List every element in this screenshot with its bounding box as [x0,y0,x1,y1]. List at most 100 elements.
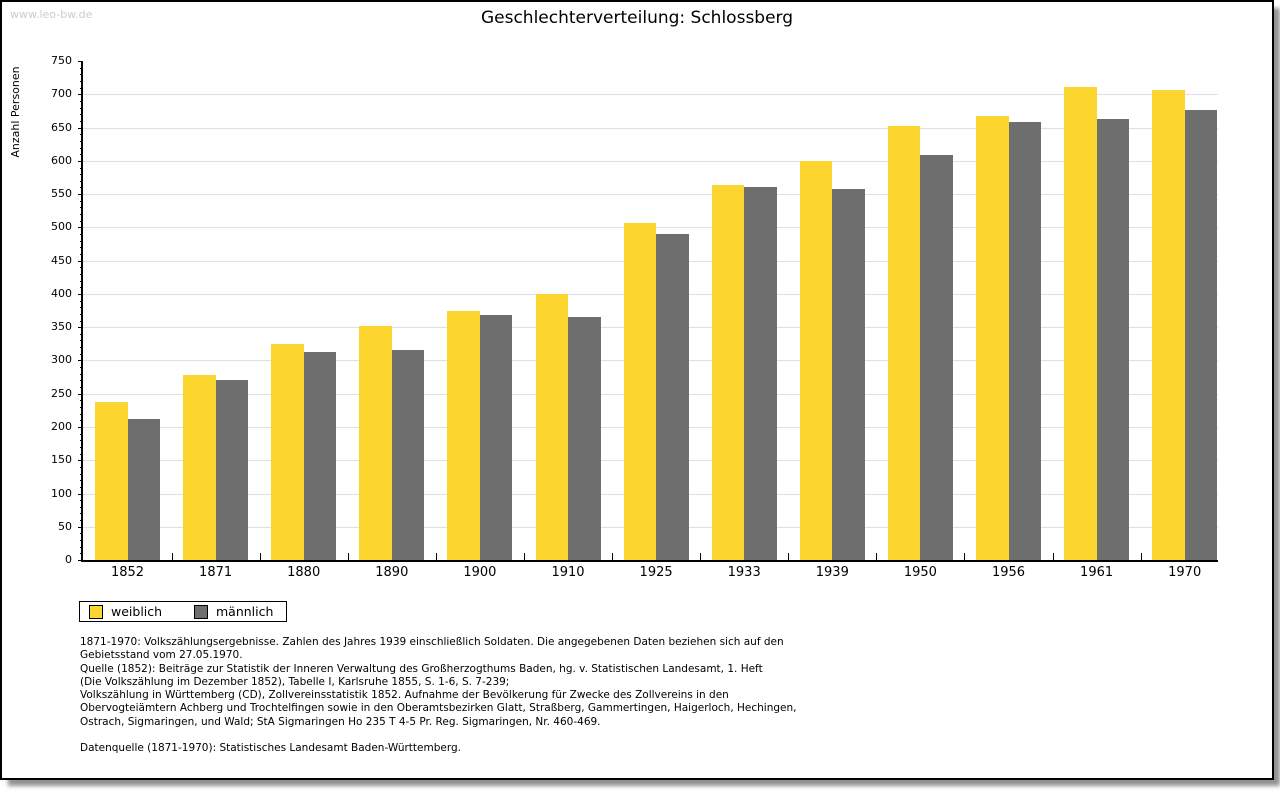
y-tick-250 [78,393,83,395]
y-tick-200 [78,426,83,428]
y-tick-label-200: 200 [51,419,72,433]
bar-männlich-1900 [479,315,513,560]
bar-männlich-1890 [391,350,425,560]
x-tick-label-1852: 1852 [110,565,145,580]
bar-weiblich-1925 [623,222,657,560]
bar-weiblich-1939 [799,160,833,560]
y-tick-label-700: 700 [51,87,72,101]
y-tick-750 [78,61,83,62]
bar-weiblich-1910 [535,293,568,560]
y-tick-0 [78,560,83,561]
x-axis-line [81,560,1218,562]
y-tick-label-600: 600 [51,153,72,167]
x-tick-7 [788,553,790,560]
bar-weiblich-1950 [887,126,921,560]
source-note-line-1: 1871-1970: Volkszählungsergebnisse. Zahl… [80,636,784,648]
chart-title: Geschlechterverteilung: Schlossberg [480,8,794,28]
y-tick-label-750: 750 [51,54,72,67]
source-note-line-4: (Die Volkszählung im Dezember 1852), Tab… [80,675,510,688]
y-tick-label-0: 0 [65,553,72,566]
y-tick-650 [78,127,83,129]
plot-area: 0 50 100 150 200 250 300 350 400 450 500 550 600 650 7… [2,2,1272,778]
gridline-700 [82,94,1218,96]
y-tick-600 [78,160,83,162]
y-axis-line [81,61,83,562]
x-tick-label-1890: 1890 [375,565,409,580]
x-tick-10 [1052,553,1054,560]
legend-box: weiblich männlich [79,601,287,622]
x-tick-9 [964,553,966,560]
bar-männlich-1925 [656,234,689,560]
bar-weiblich-1970 [1152,90,1185,560]
bar-weiblich-1961 [1064,86,1097,560]
y-tick-400 [78,293,83,295]
source-note-line-7: Ostrach, Sigmaringen, und Wald; StA Sigm… [80,715,601,728]
x-tick-label-1880: 1880 [287,565,321,580]
x-tick-label-1871: 1871 [199,565,233,580]
x-tick-3 [435,553,437,560]
y-tick-label-500: 500 [51,220,72,234]
y-tick-label-100: 100 [51,486,72,500]
bar-männlich-1880 [303,352,337,560]
legend-label-weiblich: weiblich [111,604,163,619]
source-note-line-5: Volkszählung in Württemberg (CD), Zollve… [80,689,729,702]
x-tick-label-1956: 1956 [991,565,1026,580]
x-tick-11 [1140,553,1142,560]
x-tick-label-1925: 1925 [639,565,673,580]
datasource-note: Datenquelle (1871-1970): Statistisches L… [80,742,461,754]
y-tick-450 [78,260,83,262]
bar-weiblich-1871 [183,375,216,560]
y-tick-label-250: 250 [51,386,72,400]
legend-swatch-weiblich [89,605,103,619]
bar-weiblich-1956 [976,116,1009,560]
y-tick-550 [78,194,83,196]
bar-weiblich-1900 [447,311,480,560]
x-tick-8 [876,553,878,560]
x-tick-label-1933: 1933 [727,565,761,580]
x-tick-4 [523,553,525,560]
y-tick-label-650: 650 [51,120,72,134]
bar-männlich-1933 [744,186,777,560]
bar-männlich-1950 [920,154,953,560]
x-tick-label-1939: 1939 [815,565,849,580]
y-tick-50 [78,526,83,528]
y-tick-label-300: 300 [51,353,72,367]
bar-männlich-1961 [1096,118,1130,560]
y-tick-150 [78,460,83,462]
y-tick-label-50: 50 [58,519,72,533]
x-tick-2 [347,553,349,560]
gridline-650 [82,127,1218,129]
x-tick-label-1950: 1950 [903,565,937,580]
bar-männlich-1910 [568,316,601,560]
y-tick-350 [78,327,83,329]
x-tick-label-1900: 1900 [463,565,497,580]
y-tick-700 [78,94,83,96]
bar-weiblich-1852 [95,401,128,560]
x-tick-1 [259,553,261,560]
x-tick-label-1970: 1970 [1168,565,1202,580]
y-tick-500 [78,227,83,229]
y-tick-label-550: 550 [51,187,72,201]
bar-männlich-1852 [127,418,160,560]
source-note-line-3: Quelle (1852): Beiträge zur Statistik de… [80,662,763,675]
source-notes: 1871-1970: Volkszählungsergebnisse. Zahl… [80,636,1200,729]
bar-weiblich-1890 [359,325,392,560]
x-tick-label-1910: 1910 [551,565,585,580]
source-note-line-2: Gebietsstand vom 27.05.1970. [80,649,243,662]
bar-männlich-1939 [832,188,865,560]
x-tick-label-1961: 1961 [1080,565,1114,580]
x-tick-6 [700,553,702,560]
source-note-line-6: Obervogteiämtern Achberg und Trochtelfin… [80,702,797,715]
gridline-600 [82,160,1218,162]
y-tick-label-350: 350 [51,320,72,334]
bar-männlich-1970 [1184,109,1218,560]
y-tick-label-400: 400 [51,286,72,300]
bar-männlich-1956 [1008,122,1041,560]
x-tick-5 [612,553,613,560]
bar-weiblich-1933 [711,184,745,560]
legend-swatch-maennlich [194,605,208,619]
y-tick-100 [78,493,83,495]
bar-männlich-1871 [215,379,249,560]
